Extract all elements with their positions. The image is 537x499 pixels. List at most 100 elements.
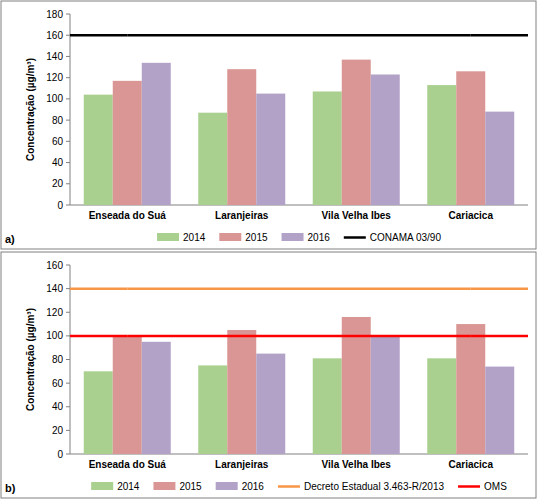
bar (256, 94, 285, 205)
bar (427, 85, 456, 205)
panel-title: b) (5, 482, 16, 494)
bar (113, 336, 142, 454)
y-tick (66, 183, 70, 184)
x-tick-label: Cariacica (449, 210, 494, 221)
legend-entry: 2015 (219, 232, 268, 243)
reference-line-start (70, 287, 127, 290)
bar (456, 71, 485, 205)
legend-entry: 2016 (216, 481, 265, 492)
bar (84, 371, 113, 454)
y-tick-label: 100 (46, 330, 63, 341)
reference-line-start (70, 34, 127, 37)
bar (113, 81, 142, 205)
y-tick (66, 430, 70, 431)
x-tick-label: Laranjeiras (215, 210, 269, 221)
legend-label: Decreto Estadual 3.463-R/2013 (304, 481, 445, 492)
chart-panel: 020406080100120140160Concentração (µg/m³… (1, 252, 536, 498)
y-tick (66, 77, 70, 78)
legend-swatch (278, 485, 300, 488)
x-tick-label: Vila Velha Ibes (322, 459, 392, 470)
legend-label: 2016 (308, 232, 331, 243)
x-tick-label: Cariacica (449, 459, 494, 470)
y-tick (66, 162, 70, 163)
legend-entry: OMS (458, 481, 507, 492)
y-tick-label: 120 (46, 307, 63, 318)
reference-line (127, 34, 471, 37)
reference-line-end (471, 335, 528, 338)
reference-line (127, 287, 471, 290)
y-tick-label: 0 (57, 200, 63, 211)
legend-entry: CONAMA 03/90 (344, 232, 442, 243)
x-tick-label: Vila Velha Ibes (322, 210, 392, 221)
legend-label: CONAMA 03/90 (370, 232, 442, 243)
bar (84, 95, 113, 205)
y-axis-label: Concentração (µg/m³) (25, 58, 36, 161)
bar (313, 358, 342, 454)
reference-line (127, 335, 471, 338)
y-tick-label: 140 (46, 51, 63, 62)
bar (342, 60, 371, 205)
legend-swatch (153, 482, 175, 490)
bar (198, 113, 227, 205)
y-tick (66, 454, 70, 455)
panel-frame (1, 1, 536, 249)
y-tick-label: 120 (46, 72, 63, 83)
y-tick-label: 40 (52, 401, 64, 412)
y-tick-label: 80 (52, 115, 64, 126)
legend-label: 2015 (245, 232, 268, 243)
legend-swatch (282, 233, 304, 241)
legend-swatch (344, 236, 366, 239)
bar (256, 354, 285, 454)
x-tick-label: Enseada do Suá (89, 210, 167, 221)
y-tick (66, 359, 70, 360)
marks (70, 35, 528, 205)
y-tick (66, 120, 70, 121)
bar (227, 330, 256, 454)
legend-label: 2014 (117, 481, 140, 492)
y-tick-label: 20 (52, 178, 64, 189)
y-tick-label: 20 (52, 425, 64, 436)
legend-swatch (216, 482, 238, 490)
y-tick (66, 383, 70, 384)
bar (371, 74, 400, 205)
marks (70, 289, 528, 454)
reference-line-start (70, 335, 127, 338)
bar (142, 63, 171, 205)
y-tick-label: 80 (52, 354, 64, 365)
legend-entry: 2014 (157, 232, 206, 243)
bar (227, 69, 256, 205)
y-tick (66, 406, 70, 407)
legend-label: 2014 (183, 232, 206, 243)
bar (371, 336, 400, 454)
reference-line-end (471, 287, 528, 290)
legend-swatch (157, 233, 179, 241)
y-tick (66, 98, 70, 99)
y-tick (66, 288, 70, 289)
legend-label: OMS (484, 481, 507, 492)
legend-swatch (219, 233, 241, 241)
legend-entry: 2014 (91, 481, 140, 492)
y-tick (66, 265, 70, 266)
figure: 020406080100120140160180Concentração (µg… (0, 0, 537, 499)
legend: 2014 2015 2016 Decreto Estadual 3.463-R/201… (91, 481, 507, 492)
y-axis (70, 14, 71, 205)
y-tick-label: 60 (52, 136, 64, 147)
y-tick (66, 335, 70, 336)
legend-label: 2015 (179, 481, 202, 492)
legend-entry: 2016 (282, 232, 331, 243)
y-axis (70, 265, 71, 454)
panel-title: a) (5, 233, 15, 245)
y-tick-label: 160 (46, 260, 63, 271)
bar (456, 324, 485, 454)
bar (427, 358, 456, 454)
y-tick-label: 40 (52, 157, 64, 168)
legend-swatch (91, 482, 113, 490)
bar (142, 342, 171, 454)
legend-label: 2016 (242, 481, 265, 492)
y-tick (66, 312, 70, 313)
panel-frame (1, 252, 536, 498)
reference-line-end (471, 34, 528, 37)
x-tick-label: Enseada do Suá (89, 459, 167, 470)
y-tick (66, 141, 70, 142)
y-tick-label: 100 (46, 93, 63, 104)
